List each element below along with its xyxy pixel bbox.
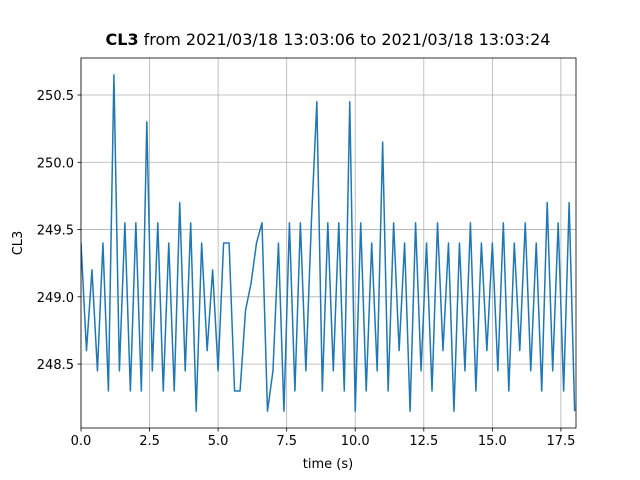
- x-tick-label: 7.5: [276, 434, 297, 449]
- title-signal: CL3: [106, 30, 139, 49]
- x-tick-label: 2.5: [139, 434, 160, 449]
- x-axis-label: time (s): [303, 457, 353, 472]
- chart-title: CL3 from 2021/03/18 13:03:06 to 2021/03/1…: [106, 30, 551, 49]
- title-range: from 2021/03/18 13:03:06 to 2021/03/18 1…: [144, 30, 551, 49]
- y-tick-label: 249.5: [37, 224, 74, 239]
- x-tick-label: 0.0: [71, 434, 92, 449]
- y-tick-label: 249.0: [37, 291, 74, 306]
- x-tick-label: 12.5: [409, 434, 438, 449]
- x-tick-label: 15.0: [478, 434, 507, 449]
- plot-frame: [80, 57, 577, 429]
- y-tick-label: 250.0: [37, 156, 74, 171]
- y-tick-label: 250.5: [37, 89, 74, 104]
- y-axis-label: CL3: [11, 231, 26, 256]
- x-tick-label: 17.5: [546, 434, 575, 449]
- x-tick-label: 10.0: [341, 434, 370, 449]
- y-tick-label: 248.5: [37, 358, 74, 373]
- data-line: [81, 74, 576, 412]
- x-tick-label: 5.0: [208, 434, 229, 449]
